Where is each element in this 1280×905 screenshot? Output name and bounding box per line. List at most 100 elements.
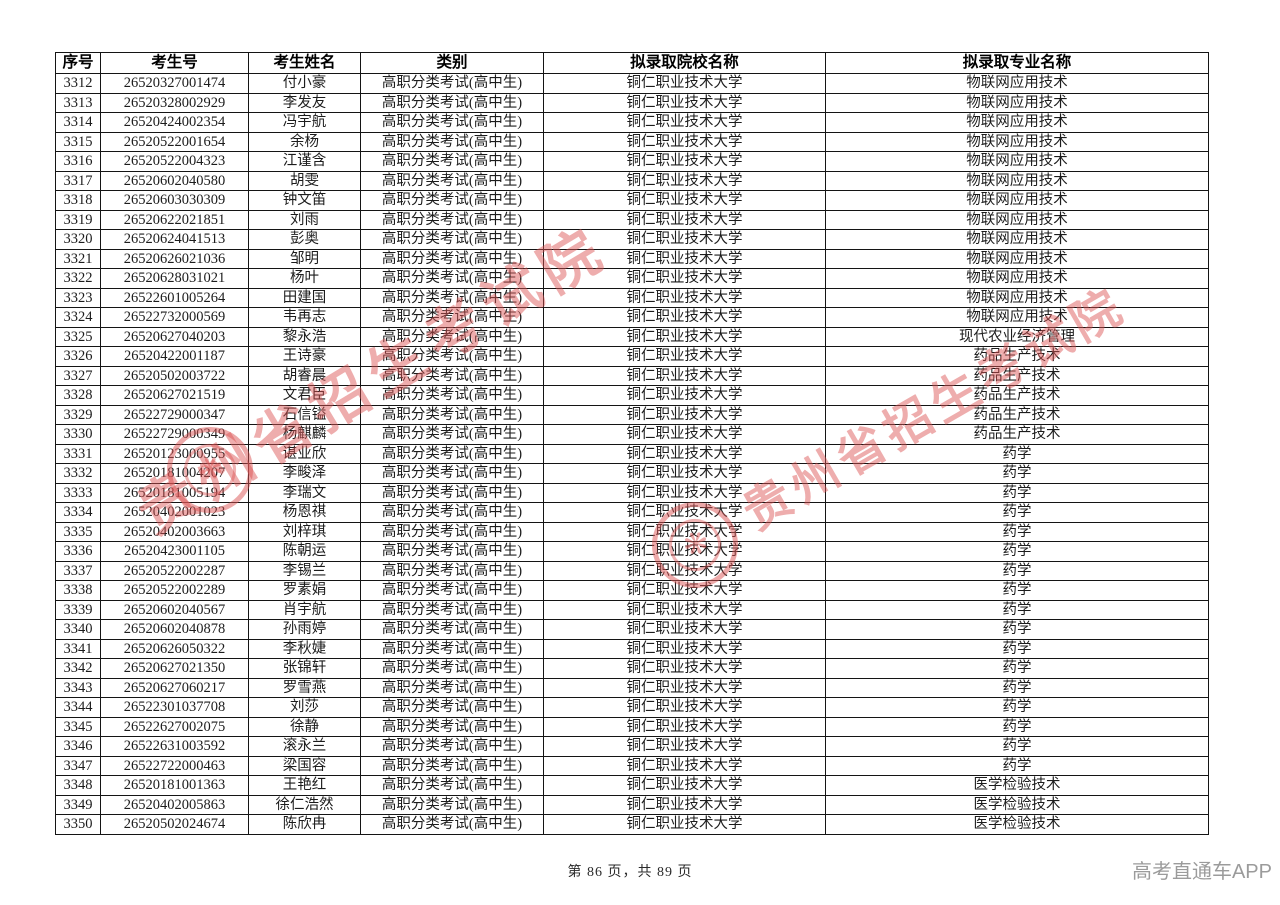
cell-candidate-no: 26520327001474 (100, 73, 249, 94)
cell-major: 物联网应用技术 (825, 268, 1209, 289)
cell-category: 高职分类考试(高中生) (360, 619, 544, 640)
cell-category: 高职分类考试(高中生) (360, 443, 544, 464)
cell-major: 药学 (825, 502, 1209, 523)
cell-name: 余杨 (248, 131, 361, 152)
cell-college: 铜仁职业技术大学 (543, 697, 826, 718)
cell-category: 高职分类考试(高中生) (360, 541, 544, 562)
table-row: 3340 26520602040878 孙雨婷 高职分类考试(高中生) 铜仁职业技术大学… (55, 619, 1209, 640)
cell-category: 高职分类考试(高中生) (360, 697, 544, 718)
cell-name: 李秋婕 (248, 638, 361, 659)
cell-name: 江谨含 (248, 151, 361, 172)
cell-serial: 3314 (55, 112, 101, 133)
table-body: 3312 26520327001474 付小豪 高职分类考试(高中生) 铜仁职业技术大学… (55, 73, 1209, 835)
cell-category: 高职分类考试(高中生) (360, 307, 544, 328)
cell-candidate-no: 26520626050322 (100, 638, 249, 659)
cell-college: 铜仁职业技术大学 (543, 404, 826, 425)
cell-serial: 3315 (55, 131, 101, 152)
cell-major: 物联网应用技术 (825, 248, 1209, 269)
table-row: 3331 26520123000955 谌业欣 高职分类考试(高中生) 铜仁职业技术大学… (55, 443, 1209, 464)
cell-major: 医学检验技术 (825, 814, 1209, 835)
cell-name: 钟文笛 (248, 190, 361, 211)
cell-serial: 3320 (55, 229, 101, 250)
cell-college: 铜仁职业技术大学 (543, 502, 826, 523)
cell-category: 高职分类考试(高中生) (360, 326, 544, 347)
cell-name: 杨麒麟 (248, 424, 361, 445)
cell-category: 高职分类考试(高中生) (360, 248, 544, 269)
cell-college: 铜仁职业技术大学 (543, 190, 826, 211)
cell-major: 药品生产技术 (825, 365, 1209, 386)
page-indicator: 第 86 页，共 89 页 (567, 865, 693, 880)
cell-category: 高职分类考试(高中生) (360, 560, 544, 581)
cell-major: 药学 (825, 658, 1209, 679)
table-row: 3350 26520502024674 陈欣冉 高职分类考试(高中生) 铜仁职业技术大学… (55, 814, 1209, 835)
cell-name: 石信镒 (248, 404, 361, 425)
cell-serial: 3326 (55, 346, 101, 367)
cell-serial: 3333 (55, 482, 101, 503)
cell-category: 高职分类考试(高中生) (360, 716, 544, 737)
cell-category: 高职分类考试(高中生) (360, 229, 544, 250)
cell-candidate-no: 26520522002289 (100, 580, 249, 601)
cell-major: 医学检验技术 (825, 794, 1209, 815)
cell-college: 铜仁职业技术大学 (543, 658, 826, 679)
cell-major: 物联网应用技术 (825, 307, 1209, 328)
cell-serial: 3335 (55, 521, 101, 542)
cell-major: 药学 (825, 482, 1209, 503)
cell-name: 罗雪燕 (248, 677, 361, 698)
cell-major: 物联网应用技术 (825, 112, 1209, 133)
cell-category: 高职分类考试(高中生) (360, 502, 544, 523)
header-candidate-no: 考生号 (100, 52, 249, 74)
cell-candidate-no: 26520628031021 (100, 268, 249, 289)
cell-name: 罗素娟 (248, 580, 361, 601)
table-row: 3313 26520328002929 李发友 高职分类考试(高中生) 铜仁职业技术大学… (55, 92, 1209, 113)
cell-category: 高职分类考试(高中生) (360, 190, 544, 211)
cell-candidate-no: 26520181004207 (100, 463, 249, 484)
cell-category: 高职分类考试(高中生) (360, 521, 544, 542)
header-category: 类别 (360, 52, 544, 74)
cell-candidate-no: 26520502024674 (100, 814, 249, 835)
table-row: 3323 26522601005264 田建国 高职分类考试(高中生) 铜仁职业技术大学… (55, 287, 1209, 308)
cell-major: 物联网应用技术 (825, 287, 1209, 308)
cell-college: 铜仁职业技术大学 (543, 112, 826, 133)
cell-serial: 3329 (55, 404, 101, 425)
cell-college: 铜仁职业技术大学 (543, 736, 826, 757)
cell-candidate-no: 26520627021519 (100, 385, 249, 406)
cell-college: 铜仁职业技术大学 (543, 560, 826, 581)
cell-category: 高职分类考试(高中生) (360, 131, 544, 152)
cell-category: 高职分类考试(高中生) (360, 599, 544, 620)
cell-candidate-no: 26520624041513 (100, 229, 249, 250)
cell-name: 邹明 (248, 248, 361, 269)
table-row: 3344 26522301037708 刘莎 高职分类考试(高中生) 铜仁职业技术大学药… (55, 697, 1209, 718)
cell-serial: 3348 (55, 775, 101, 796)
cell-name: 李发友 (248, 92, 361, 113)
cell-category: 高职分类考试(高中生) (360, 658, 544, 679)
cell-college: 铜仁职业技术大学 (543, 385, 826, 406)
cell-category: 高职分类考试(高中生) (360, 463, 544, 484)
cell-college: 铜仁职业技术大学 (543, 521, 826, 542)
cell-major: 药品生产技术 (825, 424, 1209, 445)
cell-name: 黎永浩 (248, 326, 361, 347)
header-major: 拟录取专业名称 (825, 52, 1209, 74)
cell-serial: 3332 (55, 463, 101, 484)
cell-major: 药学 (825, 697, 1209, 718)
table-row: 3319 26520622021851 刘雨 高职分类考试(高中生) 铜仁职业技术大学物… (55, 209, 1209, 230)
cell-name: 陈朝运 (248, 541, 361, 562)
cell-major: 药学 (825, 443, 1209, 464)
cell-major: 物联网应用技术 (825, 92, 1209, 113)
cell-candidate-no: 26520123000955 (100, 443, 249, 464)
cell-college: 铜仁职业技术大学 (543, 677, 826, 698)
table-row: 3336 26520423001105 陈朝运 高职分类考试(高中生) 铜仁职业技术大学… (55, 541, 1209, 562)
cell-serial: 3327 (55, 365, 101, 386)
cell-candidate-no: 26520181001363 (100, 775, 249, 796)
cell-name: 谌业欣 (248, 443, 361, 464)
table-row: 3333 26520181005194 李瑞文 高职分类考试(高中生) 铜仁职业技术大学… (55, 482, 1209, 503)
cell-college: 铜仁职业技术大学 (543, 794, 826, 815)
table-row: 3346 26522631003592 滚永兰 高职分类考试(高中生) 铜仁职业技术大学… (55, 736, 1209, 757)
table-row: 3334 26520402001023 杨恩祺 高职分类考试(高中生) 铜仁职业技术大学… (55, 502, 1209, 523)
table-row: 3330 26522729000349 杨麒麟 高职分类考试(高中生) 铜仁职业技术大学… (55, 424, 1209, 445)
cell-serial: 3317 (55, 170, 101, 191)
table-row: 3328 26520627021519 文君臣 高职分类考试(高中生) 铜仁职业技术大学… (55, 385, 1209, 406)
cell-candidate-no: 26520402001023 (100, 502, 249, 523)
cell-serial: 3318 (55, 190, 101, 211)
cell-college: 铜仁职业技术大学 (543, 131, 826, 152)
